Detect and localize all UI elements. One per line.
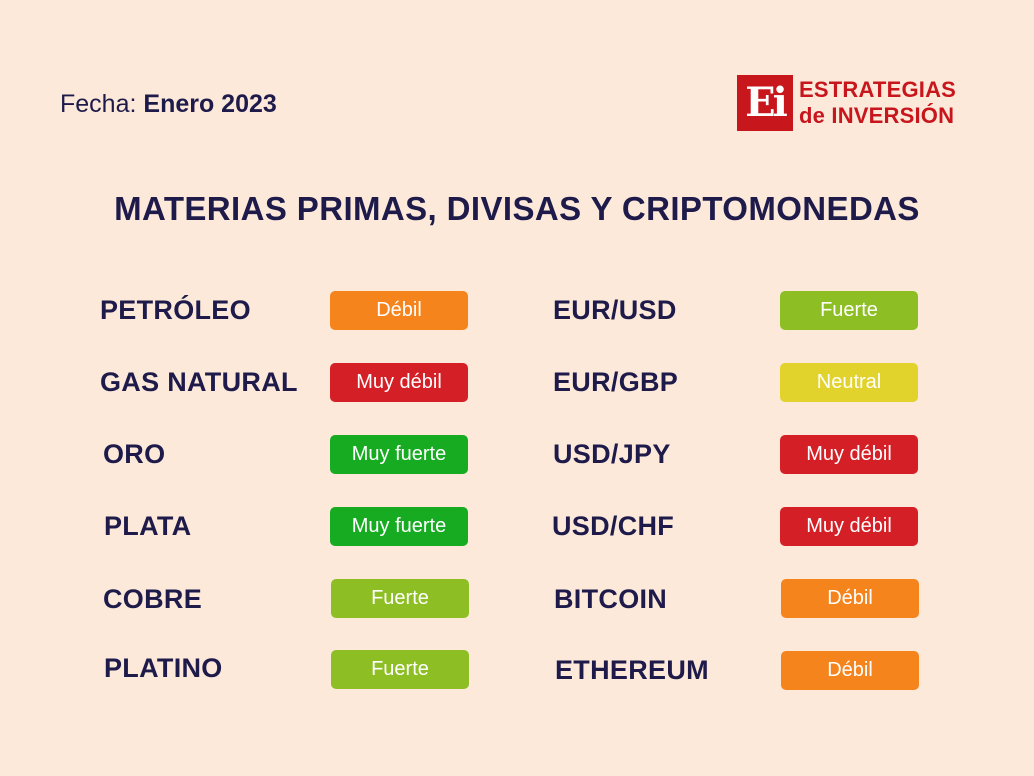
item-label: GAS NATURAL xyxy=(100,367,298,397)
item-label: BITCOIN xyxy=(554,584,668,614)
status-badge: Muy débil xyxy=(330,363,468,402)
status-badge: Fuerte xyxy=(780,291,918,330)
date-label: Fecha: xyxy=(60,90,137,118)
status-badge: Débil xyxy=(330,291,468,330)
item-label: EUR/GBP xyxy=(553,367,679,397)
date-line: Fecha: Enero 2023 xyxy=(60,90,277,119)
logo-line-2: de INVERSIÓN xyxy=(799,103,955,128)
status-badge: Débil xyxy=(781,579,919,618)
status-badge: Débil xyxy=(781,651,919,690)
status-badge: Neutral xyxy=(780,363,918,402)
status-badge: Muy débil xyxy=(780,507,918,546)
status-badge: Fuerte xyxy=(331,579,469,618)
item-label: USD/CHF xyxy=(552,511,675,541)
status-badge: Fuerte xyxy=(331,650,469,689)
brand-logo: Ei ESTRATEGIAS de INVERSIÓN xyxy=(737,75,959,133)
item-label: ETHEREUM xyxy=(555,655,709,685)
date-value: Enero 2023 xyxy=(143,90,277,118)
item-label: PLATA xyxy=(104,511,192,541)
item-label: COBRE xyxy=(103,584,203,614)
item-label: PLATINO xyxy=(104,653,223,683)
item-label: EUR/USD xyxy=(553,295,677,325)
status-badge: Muy débil xyxy=(780,435,918,474)
status-badge: Muy fuerte xyxy=(330,507,468,546)
item-label: PETRÓLEO xyxy=(100,295,251,325)
status-badge: Muy fuerte xyxy=(330,435,468,474)
item-label: ORO xyxy=(103,439,166,469)
logo-text: ESTRATEGIAS de INVERSIÓN xyxy=(799,77,956,129)
page-title: MATERIAS PRIMAS, DIVISAS Y CRIPTOMONEDAS xyxy=(114,190,920,227)
item-label: USD/JPY xyxy=(553,439,671,469)
logo-line-1: ESTRATEGIAS xyxy=(799,77,957,102)
logo-mark: Ei xyxy=(737,75,793,131)
